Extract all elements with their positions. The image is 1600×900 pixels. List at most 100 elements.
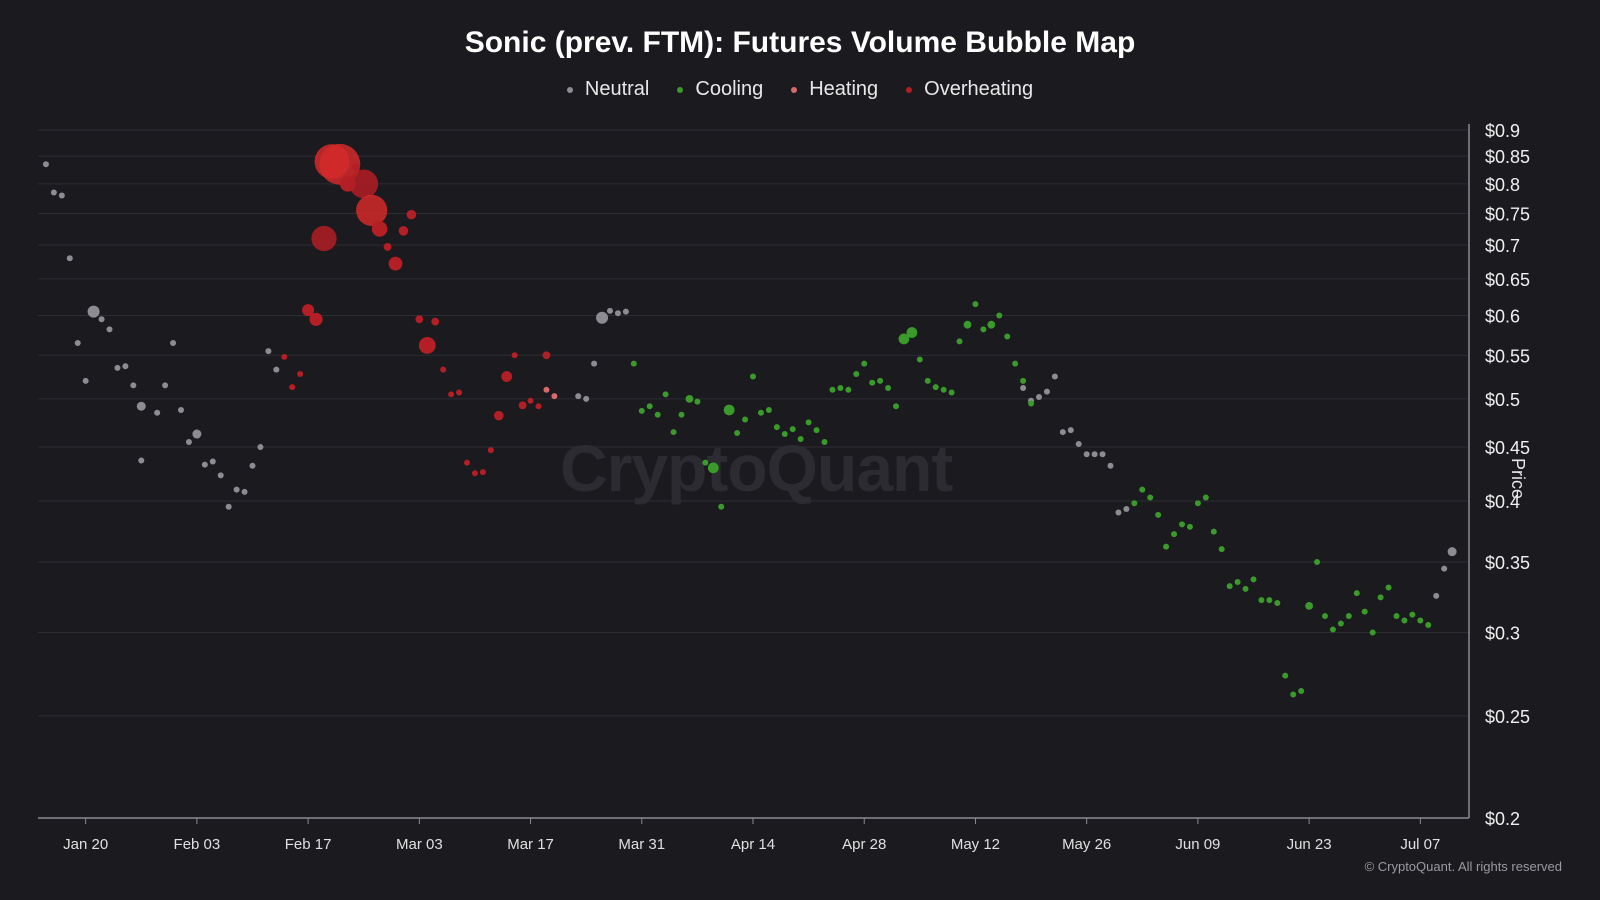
bubble-cooling[interactable] [1401,617,1408,624]
bubble-cooling[interactable] [996,312,1003,319]
bubble-overheating[interactable] [487,447,494,454]
bubble-overheating[interactable] [448,391,455,398]
bubble-cooling[interactable] [1305,601,1314,610]
bubble-cooling[interactable] [853,370,860,377]
bubble-cooling[interactable] [781,431,788,438]
bubble-cooling[interactable] [898,333,910,345]
bubble-cooling[interactable] [924,377,931,384]
bubble-cooling[interactable] [885,385,892,392]
bubble-neutral[interactable] [138,457,145,464]
bubble-overheating[interactable] [456,389,463,396]
bubble-neutral[interactable] [233,486,240,493]
bubble-neutral[interactable] [170,339,177,346]
bubble-cooling[interactable] [1393,613,1400,620]
bubble-cooling[interactable] [670,429,677,436]
bubble-cooling[interactable] [1234,579,1241,586]
bubble-overheating[interactable] [356,194,388,226]
bubble-neutral[interactable] [583,395,590,402]
bubble-overheating[interactable] [431,317,440,326]
bubble-neutral[interactable] [225,503,232,510]
bubble-cooling[interactable] [956,338,963,345]
bubble-neutral[interactable] [178,406,184,413]
bubble-neutral[interactable] [614,310,621,317]
bubble-overheating[interactable] [383,243,392,251]
bubble-cooling[interactable] [1369,629,1376,636]
bubble-overheating[interactable] [309,312,323,326]
bubble-neutral[interactable] [201,461,208,468]
bubble-neutral[interactable] [1115,509,1122,516]
bubble-cooling[interactable] [662,391,669,398]
bubble-neutral[interactable] [607,307,613,314]
bubble-cooling[interactable] [1028,400,1035,407]
bubble-cooling[interactable] [972,301,979,308]
bubble-cooling[interactable] [742,416,749,423]
bubble-neutral[interactable] [74,339,81,346]
bubble-cooling[interactable] [646,403,653,410]
bubble-neutral[interactable] [209,458,216,465]
bubble-neutral[interactable] [185,439,192,446]
bubble-cooling[interactable] [1266,597,1273,604]
bubble-neutral[interactable] [122,363,129,370]
bubble-cooling[interactable] [1282,672,1289,679]
bubble-cooling[interactable] [1298,688,1305,695]
bubble-neutral[interactable] [66,255,73,262]
bubble-cooling[interactable] [1226,583,1233,590]
bubble-cooling[interactable] [1353,590,1360,597]
bubble-cooling[interactable] [837,385,844,392]
bubble-overheating[interactable] [415,315,424,324]
bubble-cooling[interactable] [797,436,804,443]
bubble-cooling[interactable] [1361,608,1368,615]
bubble-cooling[interactable] [940,386,947,393]
bubble-neutral[interactable] [1067,427,1074,434]
bubble-cooling[interactable] [789,426,796,433]
bubble-neutral[interactable] [622,308,629,315]
bubble-neutral[interactable] [1447,547,1457,557]
bubble-neutral[interactable] [1059,429,1066,436]
bubble-overheating[interactable] [464,459,470,466]
bubble-heating[interactable] [543,386,550,393]
bubble-cooling[interactable] [987,320,996,329]
bubble-neutral[interactable] [106,326,113,333]
bubble-neutral[interactable] [1043,388,1050,395]
bubble-cooling[interactable] [1337,620,1344,627]
bubble-cooling[interactable] [1242,585,1249,592]
points-layer[interactable] [42,143,1457,698]
bubble-cooling[interactable] [893,403,899,410]
bubble-neutral[interactable] [154,409,161,416]
bubble-cooling[interactable] [1012,360,1019,367]
bubble-cooling[interactable] [963,320,972,329]
bubble-cooling[interactable] [1425,621,1432,628]
bubble-neutral[interactable] [136,401,146,411]
bubble-neutral[interactable] [1083,451,1090,458]
bubble-cooling[interactable] [1147,494,1154,501]
bubble-cooling[interactable] [980,326,987,333]
bubble-neutral[interactable] [1099,451,1106,458]
bubble-overheating[interactable] [406,209,417,220]
bubble-cooling[interactable] [906,327,918,338]
bubble-cooling[interactable] [1202,494,1209,501]
bubble-cooling[interactable] [773,424,780,431]
bubble-cooling[interactable] [1377,594,1384,601]
bubble-neutral[interactable] [42,161,49,168]
bubble-neutral[interactable] [98,316,105,323]
bubble-neutral[interactable] [192,429,202,439]
bubble-neutral[interactable] [162,382,169,389]
bubble-cooling[interactable] [1131,500,1138,507]
bubble-overheating[interactable] [289,384,296,391]
bubble-neutral[interactable] [1441,565,1448,572]
bubble-cooling[interactable] [1020,377,1027,384]
bubble-neutral[interactable] [265,348,272,355]
bubble-overheating[interactable] [511,352,518,359]
bubble-neutral[interactable] [591,360,598,367]
bubble-neutral[interactable] [217,472,224,479]
bubble-cooling[interactable] [1345,613,1352,620]
bubble-overheating[interactable] [501,371,513,382]
bubble-cooling[interactable] [1210,528,1217,535]
bubble-neutral[interactable] [1036,394,1042,401]
bubble-overheating[interactable] [493,410,504,421]
bubble-cooling[interactable] [813,427,820,434]
bubble-cooling[interactable] [707,462,719,474]
bubble-overheating[interactable] [351,163,360,171]
bubble-neutral[interactable] [241,488,248,495]
bubble-overheating[interactable] [440,366,447,373]
